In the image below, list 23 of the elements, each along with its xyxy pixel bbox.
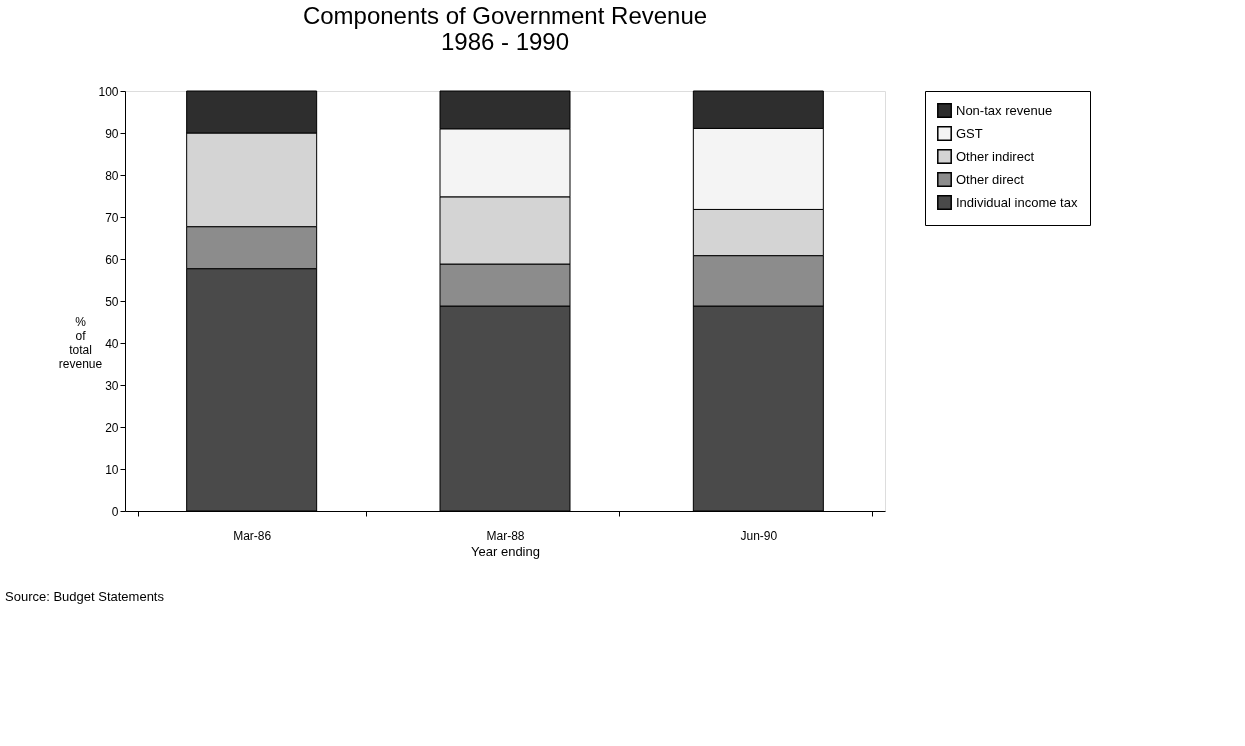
y-tick-label: 40	[105, 336, 119, 351]
y-tick-label: 90	[105, 126, 119, 141]
y-tick-label: 70	[105, 210, 119, 225]
chart-title: Components of Government Revenue 1986 - 1990	[302, 2, 708, 55]
x-tick-label: Mar-88	[486, 528, 525, 543]
y-tick-label: 50	[105, 294, 119, 309]
legend-label: Other indirect	[956, 148, 1035, 164]
y-tick-label: 80	[105, 168, 119, 183]
legend-label: Other direct	[956, 171, 1025, 187]
y-tick-label: 100	[98, 84, 119, 99]
legend-label: Non-tax revenue	[956, 102, 1053, 118]
y-tick-label: 20	[105, 420, 119, 435]
source-note: Source: Budget Statements	[5, 589, 165, 604]
y-tick-label: 60	[105, 252, 119, 267]
x-tick-label: Jun-90	[740, 528, 778, 543]
x-axis-title: Year ending	[471, 543, 540, 559]
legend-label: GST	[956, 125, 983, 141]
y-tick-label: 30	[105, 378, 119, 393]
x-tick-label: Mar-86	[233, 528, 272, 543]
y-tick-label: 0	[111, 504, 119, 519]
legend-label: Individual income tax	[956, 194, 1078, 210]
y-axis-title: % of total revenue	[58, 314, 103, 371]
y-tick-label: 10	[105, 462, 119, 477]
